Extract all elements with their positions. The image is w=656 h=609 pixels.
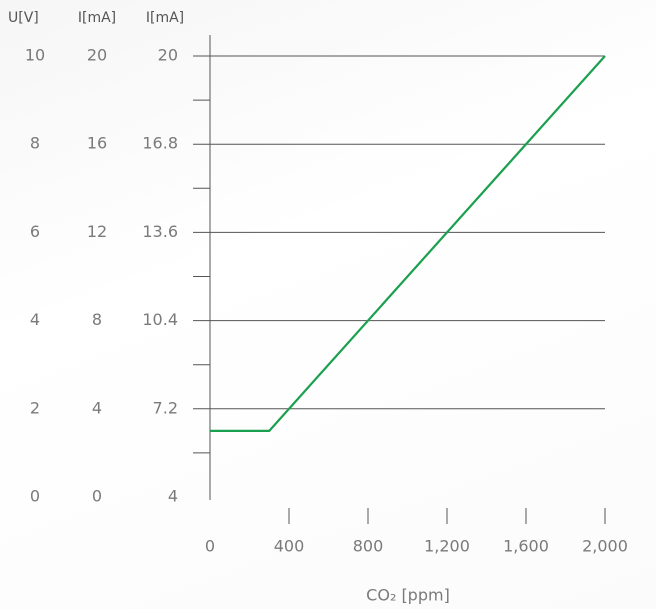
y-tick-label: 16.8 bbox=[142, 134, 178, 153]
y-tick-label: 10.4 bbox=[142, 310, 178, 329]
x-tick-label: 400 bbox=[274, 537, 305, 556]
y-tick-label: 0 bbox=[92, 487, 102, 506]
x-tick-label: 1,600 bbox=[503, 537, 549, 556]
y-tick-label: 16 bbox=[87, 134, 107, 153]
x-axis-label: CO₂ [ppm] bbox=[366, 586, 450, 605]
y-axis-title: U[V] bbox=[8, 10, 39, 26]
y-tick-label: 8 bbox=[30, 134, 40, 153]
y-tick-label: 2 bbox=[30, 398, 40, 417]
data-line bbox=[210, 55, 606, 432]
x-tick-label: 2,000 bbox=[582, 537, 628, 556]
y-tick-label: 12 bbox=[87, 222, 107, 241]
y-tick-label: 6 bbox=[30, 222, 40, 241]
y-tick-label: 20 bbox=[87, 46, 107, 65]
y-tick-label: 13.6 bbox=[142, 222, 178, 241]
y-tick-label: 4 bbox=[168, 487, 178, 506]
x-tick-label: 800 bbox=[353, 537, 384, 556]
y-tick-label: 8 bbox=[92, 310, 102, 329]
y-tick-label: 20 bbox=[158, 46, 178, 65]
y-tick-label: 4 bbox=[92, 398, 102, 417]
y-tick-label: 7.2 bbox=[153, 398, 178, 417]
y-axis-title: I[mA] bbox=[78, 10, 116, 26]
x-tick-label: 1,200 bbox=[424, 537, 470, 556]
y-axis-title: I[mA] bbox=[146, 10, 184, 26]
x-tick-label: 0 bbox=[205, 537, 215, 556]
y-tick-label: 10 bbox=[25, 46, 45, 65]
y-tick-label: 4 bbox=[30, 310, 40, 329]
y-tick-label: 0 bbox=[30, 487, 40, 506]
